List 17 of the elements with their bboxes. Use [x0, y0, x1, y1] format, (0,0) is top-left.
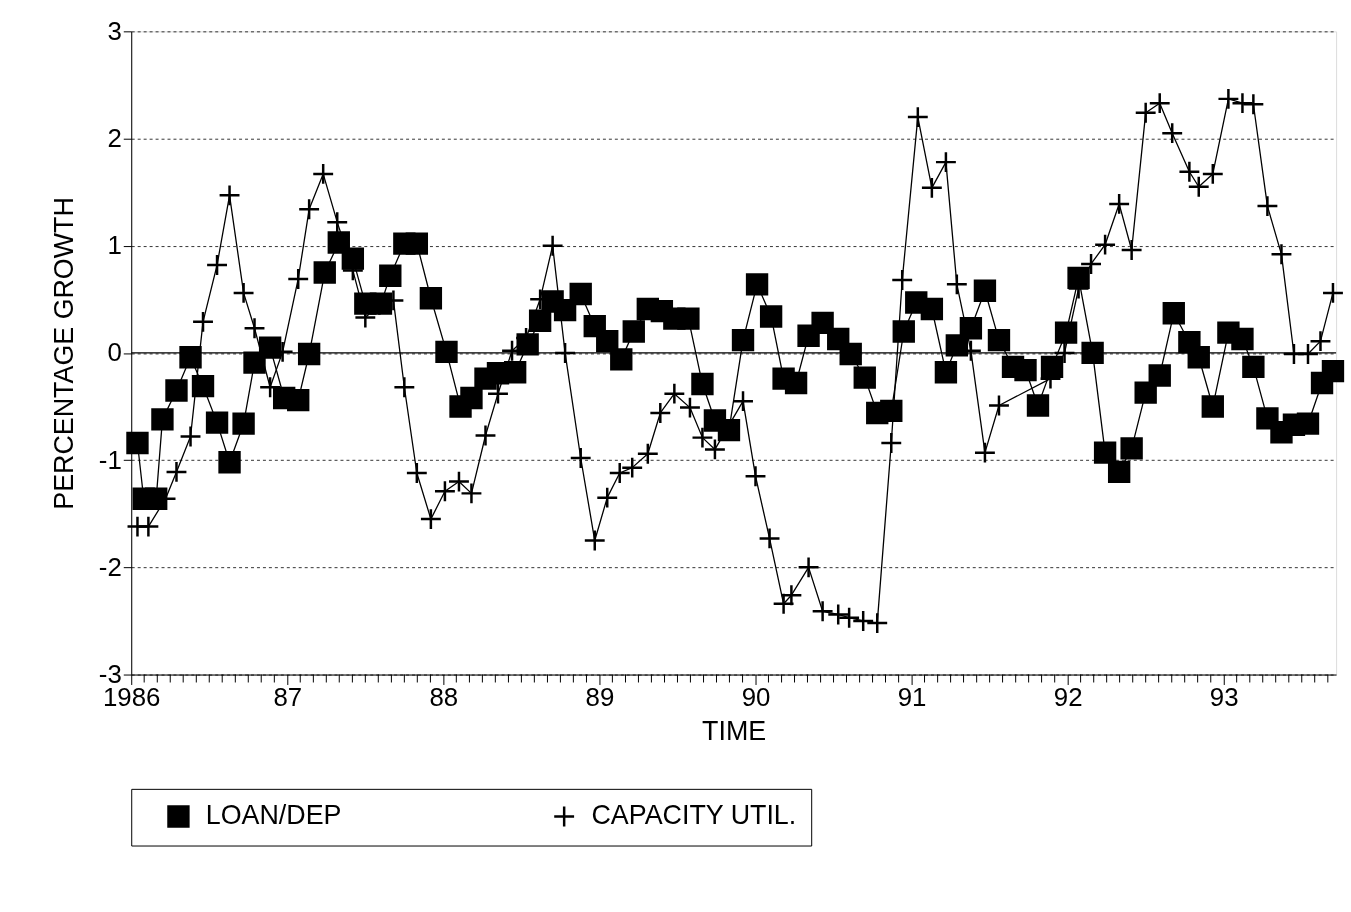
x-tick-label: 91: [897, 682, 927, 711]
legend-label: CAPACITY UTIL.: [591, 800, 797, 831]
x-tick-label: 90: [741, 682, 771, 711]
y-tick-label: -1: [98, 445, 122, 474]
y-axis-title: PERCENTAGE GROWTH: [48, 197, 79, 510]
x-tick-label: 89: [585, 682, 615, 711]
y-tick-label: 0: [107, 338, 122, 367]
x-axis-title: TIME: [702, 715, 767, 746]
x-tick-label: 93: [1209, 682, 1239, 711]
y-tick-label: -2: [98, 552, 122, 581]
y-tick-label: 3: [107, 16, 122, 45]
legend-label: LOAN/DEP: [205, 800, 342, 831]
x-tick-label: 87: [273, 682, 303, 711]
y-tick-label: 2: [107, 123, 122, 152]
x-tick-label: 88: [429, 682, 459, 711]
y-tick-label: 1: [107, 231, 122, 260]
x-tick-label: 92: [1053, 682, 1083, 711]
